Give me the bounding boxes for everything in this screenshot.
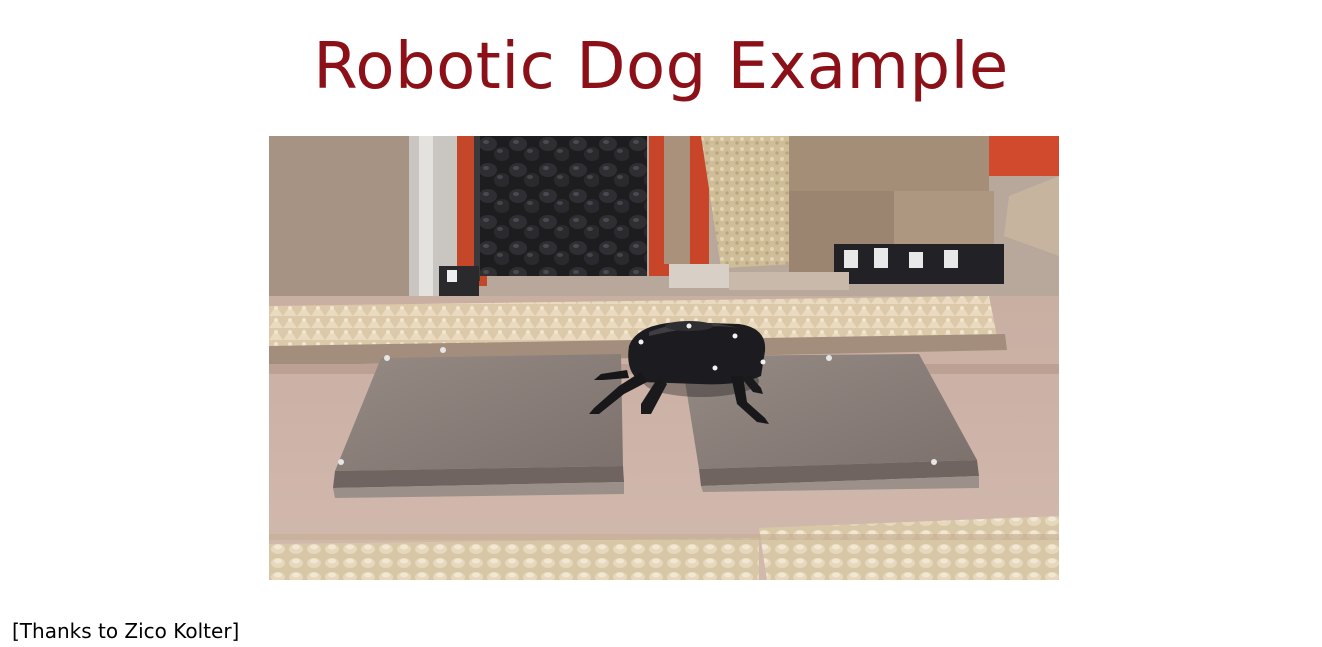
robot-dog-scene xyxy=(269,136,1059,580)
slide-title: Robotic Dog Example xyxy=(313,30,1009,104)
robot-dog-icon xyxy=(589,321,769,424)
robot-dog-photo xyxy=(269,136,1059,580)
credit-text: [Thanks to Zico Kolter] xyxy=(12,619,240,643)
